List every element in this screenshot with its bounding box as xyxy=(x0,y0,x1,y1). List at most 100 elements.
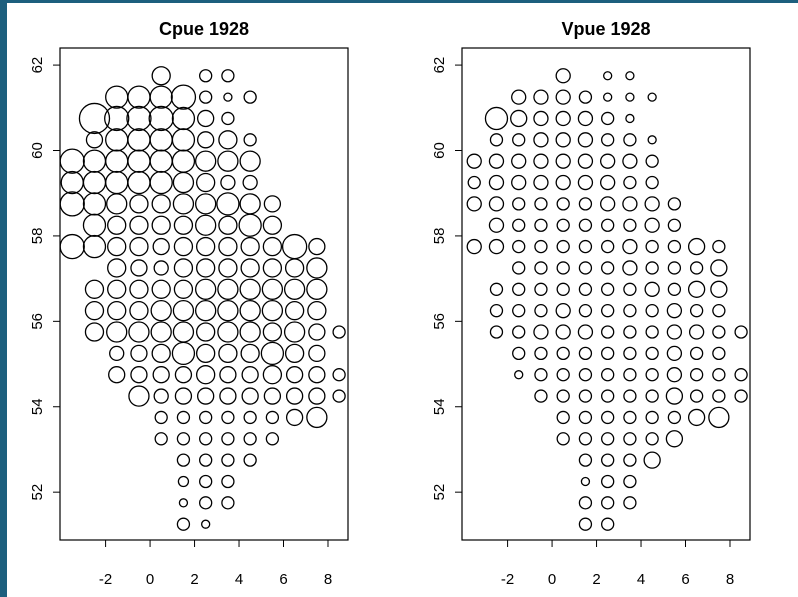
bubble xyxy=(174,366,193,384)
bubble xyxy=(242,174,258,191)
bubble xyxy=(712,325,726,339)
bubble xyxy=(712,368,726,382)
bubble xyxy=(173,279,194,299)
bubble xyxy=(221,410,235,425)
bubble xyxy=(643,451,661,469)
bubble xyxy=(176,453,191,467)
bubble xyxy=(687,280,706,298)
bubble xyxy=(578,239,593,254)
bubble xyxy=(217,299,239,322)
bubble xyxy=(199,410,213,425)
bubble xyxy=(467,175,481,190)
bubble xyxy=(645,175,659,190)
bubble xyxy=(221,69,235,83)
bubble xyxy=(601,303,615,318)
bubble xyxy=(172,299,195,322)
bubble xyxy=(577,110,594,127)
x-tick-label: 0 xyxy=(146,571,154,588)
bubble xyxy=(512,346,526,361)
bubble xyxy=(601,218,615,232)
bubble xyxy=(195,193,217,215)
x-tick-label: -2 xyxy=(99,571,112,588)
bubble xyxy=(78,102,111,135)
bubble xyxy=(689,368,704,382)
bubble xyxy=(284,258,305,278)
bubble xyxy=(196,365,216,385)
bubble xyxy=(488,238,505,255)
bubble xyxy=(623,389,637,403)
bubble xyxy=(578,282,593,296)
bubble xyxy=(239,321,261,343)
bubble xyxy=(195,214,217,236)
bubble xyxy=(534,282,548,296)
bubble xyxy=(174,387,193,405)
bubble xyxy=(176,517,191,531)
bubble xyxy=(263,195,282,213)
x-tick-label: 8 xyxy=(324,571,332,588)
bubble xyxy=(126,105,152,132)
bubble xyxy=(107,300,127,321)
bubble xyxy=(262,365,283,385)
bubble xyxy=(555,68,571,84)
bubble xyxy=(601,282,615,296)
x-tick-label: 4 xyxy=(235,571,243,588)
bubble xyxy=(601,368,615,382)
bubble xyxy=(308,237,326,256)
bubble xyxy=(712,303,726,318)
bubble xyxy=(199,432,213,446)
bubble xyxy=(622,260,638,276)
bubble xyxy=(172,193,195,215)
bubble xyxy=(82,213,107,237)
bubble xyxy=(644,281,660,297)
bubble xyxy=(263,387,282,405)
bubble xyxy=(512,133,526,147)
bubble xyxy=(580,476,591,487)
bubble xyxy=(600,196,616,212)
bubble xyxy=(106,193,128,215)
bubble xyxy=(130,366,148,384)
bubble xyxy=(534,303,548,318)
bubble xyxy=(578,346,593,361)
bubble xyxy=(533,89,549,105)
bubble xyxy=(556,239,570,254)
bubble xyxy=(645,346,659,361)
bubble xyxy=(151,343,171,364)
bubble xyxy=(712,389,726,403)
bubble xyxy=(578,261,593,275)
bubble xyxy=(556,410,570,425)
bubble xyxy=(107,279,127,299)
bubble xyxy=(129,215,149,235)
bubble xyxy=(601,410,615,425)
bubble xyxy=(603,71,613,81)
bubble xyxy=(171,128,196,152)
bubble xyxy=(625,113,635,124)
bubble xyxy=(221,111,235,126)
bubble xyxy=(534,368,548,382)
bubble xyxy=(150,321,172,343)
bubble xyxy=(666,345,683,362)
bubble xyxy=(239,150,261,172)
bubble xyxy=(601,496,615,510)
bubble xyxy=(260,341,285,366)
y-tick-label: 58 xyxy=(431,228,448,245)
bubble xyxy=(578,389,593,403)
bubble xyxy=(173,258,194,278)
bubble xyxy=(196,322,216,342)
bubble xyxy=(195,150,217,172)
bubble xyxy=(176,432,191,446)
bubble xyxy=(84,279,105,299)
bubble xyxy=(710,280,728,298)
bubble xyxy=(59,233,85,260)
bubble xyxy=(689,389,704,403)
bubble xyxy=(623,453,637,467)
bubble xyxy=(578,432,593,446)
bubble xyxy=(148,105,174,132)
bubble xyxy=(511,89,527,105)
bubble xyxy=(687,408,706,427)
bubble xyxy=(623,496,637,510)
bubble xyxy=(512,197,526,211)
bubble xyxy=(623,218,637,232)
bubble xyxy=(601,325,615,339)
bubble xyxy=(173,215,194,235)
bubble xyxy=(201,519,211,529)
